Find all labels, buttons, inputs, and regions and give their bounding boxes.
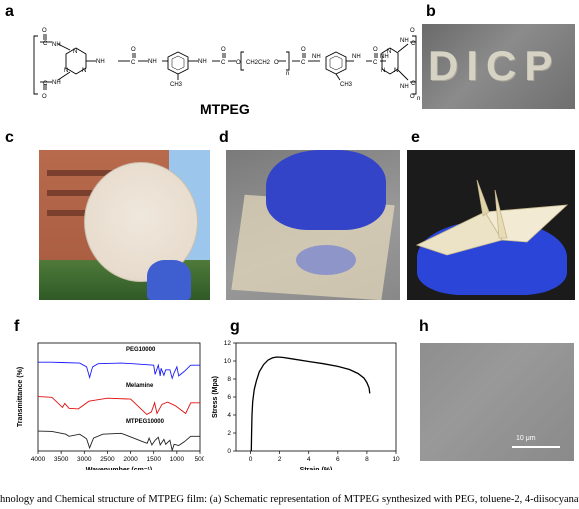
methyl-2: CH3 [340,82,353,88]
carbonyl-c-top-right: C [411,41,416,47]
series-label-mtpeg10000: MTPEG10000 [126,419,165,425]
photo-film-outdoor [39,150,210,300]
photo-dicp-film: DICP [422,24,575,109]
carbonyl-o-bottom-right: O [410,94,415,100]
photo-film-flexible [226,150,400,300]
triazine-n-2: N [64,68,68,74]
structure-name: MTPEG [200,101,250,117]
ester-o-1: O [236,60,241,66]
y-tick-label: 2 [227,430,231,437]
y-axis-title: Transmittance (%) [17,367,24,427]
figure-caption: hnology and Chemical structure of MTPEG … [0,494,579,505]
panel-label-d: d [219,129,229,146]
carbamate-c-1: C [221,60,226,66]
triazine-n-3: N [82,68,86,74]
y-tick-label: 0 [227,448,231,455]
photo-film-crane [407,150,575,300]
amine-nh-3: NH [198,59,207,65]
triazine-n-4: N [387,49,391,55]
series-line-peg10000 [38,361,200,380]
urea-c-2: C [373,60,378,66]
amine-nh-2: NH [148,59,157,65]
panel-label-g: g [230,318,240,335]
x-tick-label: 8 [365,456,369,463]
x-tick-label: 10 [392,456,400,463]
stress-strain-curve [250,356,371,452]
x-tick-label: 0 [249,456,253,463]
amine-nh-bottom-right: NH [400,84,409,90]
y-tick-label: 10 [224,358,232,365]
panel-label-e: e [411,129,420,146]
panel-label-h: h [419,318,429,335]
glove-reflection [296,245,356,275]
panel-label-c: c [5,129,14,146]
blue-glove [266,150,386,230]
series-label-peg10000: PEG10000 [126,347,156,353]
x-tick-label: 3000 [77,456,92,463]
panel-label-a: a [5,3,14,20]
x-tick-label: 2000 [123,456,138,463]
x-tick-label: 6 [336,456,340,463]
carbonyl-o-bottom-left: O [42,94,47,100]
y-tick-label: 6 [227,394,231,401]
triazine-n-5: N [394,68,398,74]
carbonyl-o-top-right: O [410,28,415,34]
carbonyl-c-bottom-left: C [43,81,48,87]
y-tick-label: 4 [227,412,231,419]
x-tick-label: 3500 [54,456,69,463]
repeat-subscript-m: m [417,96,420,102]
x-tick-label: 500 [195,456,204,463]
triazine-n-6: N [381,68,385,74]
panel-label-f: f [14,318,20,335]
x-tick-label: 1500 [146,456,161,463]
stress-strain-chart: 0 2 4 6 8 10 0 2 4 6 8 10 12 Strain (%) Stress (Mpa) [212,340,400,470]
methyl-1: CH3 [170,82,183,88]
peg-repeat: CH2CH2 [246,60,271,66]
amine-nh-6: NH [380,54,389,60]
carbamate-c-2: C [301,60,306,66]
carbonyl-o-top-left: O [42,28,47,34]
carbonyl-c-top-left: C [43,41,48,47]
y-tick-label: 12 [224,340,232,347]
panel-label-b: b [426,3,436,20]
paper-crane [415,179,569,256]
series-line-mtpeg10000 [37,430,200,453]
plot-frame [37,342,201,452]
x-tick-label: 2500 [100,456,115,463]
x-axis-title: Wavenumber (cm⁻¹) [86,467,152,470]
amine-nh-1: NH [96,59,105,65]
carbamate-o-1: O [221,47,226,53]
carbonyl-c-bottom-right: C [411,81,416,87]
building-window-row [47,170,157,176]
amine-nh-5: NH [352,54,361,60]
plot-frame [235,342,397,452]
amine-nh-4: NH [312,54,321,60]
ester-o-2: O [274,60,279,66]
scale-bar-label: 10 μm [516,435,536,442]
blue-glove [147,260,191,300]
carbamate-o-2: O [301,47,306,53]
y-axis-title: Stress (Mpa) [212,376,219,418]
amine-nh-bottom-left: NH [52,80,61,86]
x-tick-label: 1000 [170,456,185,463]
y-tick-label: 8 [227,376,231,383]
scale-bar [512,446,560,448]
x-tick-label: 2 [278,456,282,463]
chemical-structure: O C NH C O NH N N N NH O C NH CH3 NH O C… [33,28,420,117]
dicp-letters: DICP [428,42,561,89]
urea-o-1: O [131,47,136,53]
amine-nh-top-left: NH [52,42,61,48]
series-line-melamine [37,396,200,415]
urea-c-1: C [131,60,136,66]
series-label-melamine: Melamine [126,383,154,389]
x-tick-label: 4000 [31,456,46,463]
peg-subscript-n: n [286,71,289,77]
triazine-n-1: N [73,49,77,55]
x-tick-label: 4 [307,456,311,463]
amine-nh-top-right: NH [400,38,409,44]
ftir-chart: 4000 3500 3000 2500 2000 1500 1000 500 Wavenumbe… [17,342,204,470]
x-axis-title: Strain (%) [300,467,333,470]
sem-image: 10 μm [420,343,574,461]
urea-o-2: O [373,47,378,53]
